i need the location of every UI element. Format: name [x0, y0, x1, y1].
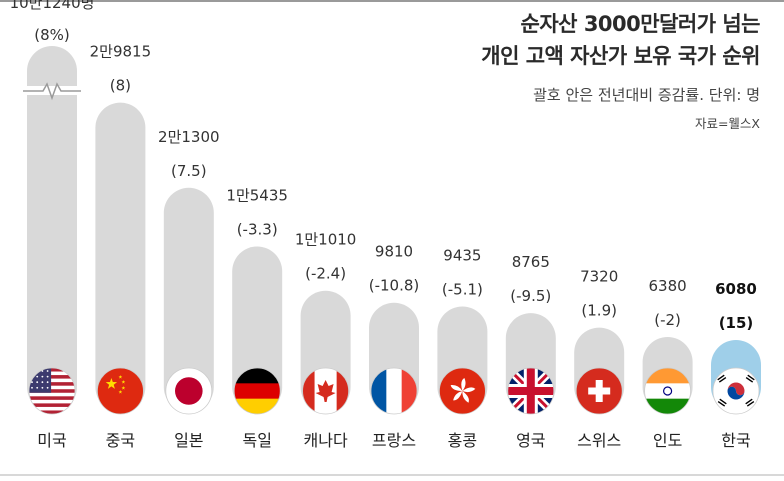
- value-label-2: 2만9815: [90, 43, 152, 61]
- flag-rim: [28, 367, 76, 415]
- flag-rim: [97, 367, 144, 415]
- category-label-2: 중국: [106, 431, 135, 450]
- value-label-1: 10만1240명: [10, 0, 95, 12]
- chart-title-line1: 순자산 3000만달러가 넘는: [520, 12, 761, 36]
- bar-4: [232, 246, 283, 412]
- flag-rim: [302, 367, 350, 415]
- category-label-6: 프랑스: [372, 431, 416, 450]
- category-label-4: 독일: [242, 431, 271, 450]
- category-label-5: 캐나다: [304, 431, 348, 450]
- value-label-7: 9435: [443, 246, 481, 264]
- chart-subtitle: 괄호 안은 전년대비 증감률. 단위: 명: [533, 86, 760, 104]
- change-label-4: (-3.3): [237, 220, 278, 238]
- flag-france-icon: [371, 368, 417, 414]
- bar-1: [27, 46, 77, 412]
- chart-source: 자료=웰스X: [694, 116, 760, 131]
- value-label-3: 2만1300: [158, 128, 220, 146]
- category-label-3: 일본: [174, 431, 203, 450]
- flag-rim: [507, 367, 555, 415]
- flag-hongkong-icon: [439, 368, 486, 414]
- flag-china-icon: [97, 368, 144, 414]
- category-label-10: 인도: [653, 431, 682, 450]
- axis-break-gap: [24, 86, 80, 95]
- value-label-11: 6080: [715, 280, 757, 298]
- category-label-1: 미국: [37, 431, 66, 450]
- flag-rim: [712, 367, 760, 415]
- change-label-1: (8%): [34, 26, 70, 44]
- change-label-11: (15): [719, 314, 754, 332]
- flag-germany-icon: [234, 368, 281, 414]
- value-label-10: 6380: [649, 277, 687, 295]
- axis-break-marker: [23, 82, 81, 101]
- flag-rim: [233, 367, 281, 415]
- flag-india-icon: [644, 368, 691, 414]
- flag-rim: [370, 367, 418, 415]
- change-label-7: (-5.1): [442, 280, 483, 298]
- value-label-6: 9810: [375, 243, 413, 261]
- bar-3: [163, 187, 214, 412]
- top-rule: [0, 0, 784, 2]
- flag-rim: [165, 367, 213, 415]
- flag-rim: [575, 367, 623, 415]
- flag-switzerland-icon: [576, 368, 623, 414]
- change-label-6: (-10.8): [369, 277, 420, 295]
- flag-canada-icon: [302, 368, 349, 414]
- change-label-5: (-2.4): [305, 265, 346, 283]
- flag-korea-icon: [713, 368, 759, 414]
- flag-usa-icon: [29, 368, 75, 414]
- change-label-3: (7.5): [171, 162, 207, 180]
- change-label-10: (-2): [654, 311, 681, 329]
- category-label-7: 홍콩: [448, 431, 477, 450]
- flag-rim: [438, 367, 486, 415]
- category-label-8: 영국: [516, 431, 545, 450]
- change-label-9: (1.9): [581, 302, 617, 320]
- category-label-11: 한국: [721, 431, 750, 450]
- category-label-9: 스위스: [577, 431, 621, 450]
- flag-uk-icon: [507, 368, 554, 414]
- bottom-rule: [0, 474, 784, 476]
- flag-japan-icon: [165, 368, 212, 414]
- flag-rim: [644, 367, 691, 415]
- value-label-9: 7320: [580, 268, 618, 286]
- value-label-5: 1만1010: [295, 231, 357, 249]
- bar-2: [95, 102, 146, 413]
- change-label-8: (-9.5): [510, 287, 551, 305]
- chart-title-line2: 개인 고액 자산가 보유 국가 순위: [481, 44, 760, 68]
- change-label-2: (8): [110, 77, 131, 95]
- value-label-8: 8765: [512, 253, 550, 271]
- value-label-4: 1만5435: [226, 186, 288, 204]
